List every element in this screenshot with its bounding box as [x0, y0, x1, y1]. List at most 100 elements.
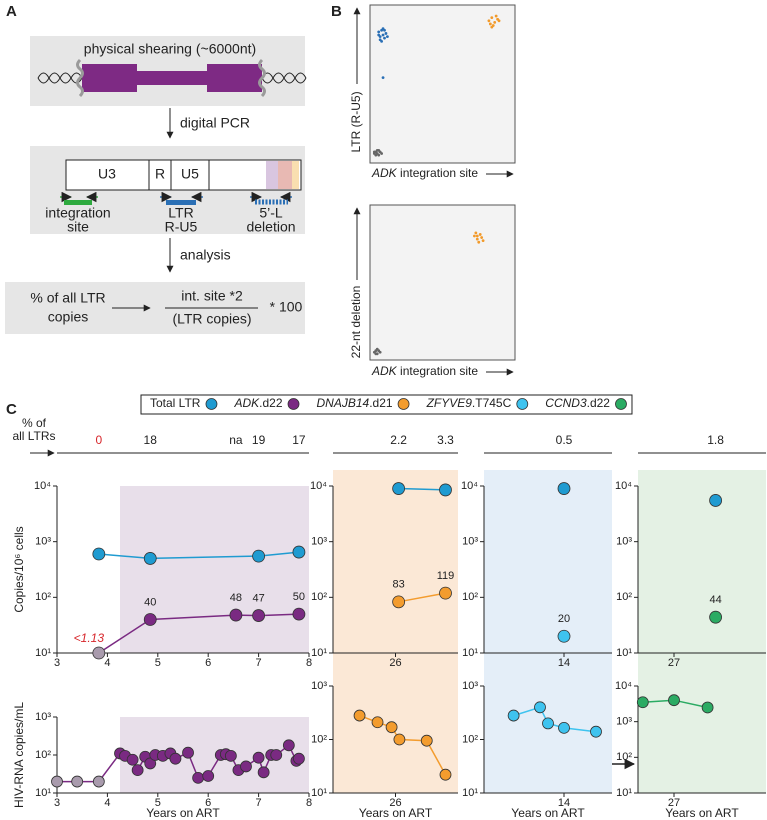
result-text: % of all LTR	[30, 290, 105, 306]
data-point	[701, 701, 714, 714]
data-point	[558, 721, 570, 734]
data-label: 119	[437, 570, 455, 582]
data-point	[131, 764, 144, 777]
droplet	[497, 19, 501, 23]
data-point	[542, 717, 554, 730]
x-tick-label: 3	[54, 797, 60, 809]
data-label: 48	[230, 592, 242, 604]
data-point	[92, 646, 106, 660]
droplet	[378, 350, 382, 354]
y-tick-label: 10⁴	[461, 480, 478, 492]
data-point	[420, 734, 433, 747]
step-text: analysis	[180, 247, 231, 263]
droplet	[490, 16, 494, 20]
primer-label: site	[67, 219, 89, 235]
legend-label: ADK.d22	[233, 396, 282, 410]
primer-label: R-U5	[165, 219, 198, 235]
data-point	[257, 766, 270, 779]
series-line	[398, 592, 446, 603]
y-tick-label: 10⁴	[615, 480, 632, 492]
segment: U3	[98, 166, 116, 182]
x-tick-label: 6	[205, 797, 211, 809]
shaded-region	[638, 470, 766, 675]
y-tick-label: 10¹	[616, 647, 632, 659]
y-axis-label: HIV-RNA copies/mL	[12, 702, 26, 808]
data-point	[439, 586, 452, 600]
panel-b: B LTR (R-U5) 22-nt deletion ADK integrat…	[331, 3, 516, 378]
panel-a: A physical shearing (~6000nt) digital PC…	[5, 3, 307, 334]
result-text: copies	[48, 309, 88, 325]
panel-label: C	[6, 401, 17, 418]
legend-gene: DNAJB14	[317, 396, 370, 410]
droplet	[386, 35, 389, 38]
data-point	[270, 749, 283, 761]
top-axis-label: 19	[252, 433, 266, 447]
primer-label: integration	[45, 205, 110, 221]
data-point	[534, 701, 546, 714]
series-line	[398, 487, 446, 491]
top-axis-label: 0.5	[556, 433, 573, 447]
legend-suffix: .T745C	[472, 396, 512, 410]
data-point	[169, 752, 182, 765]
droplet	[383, 28, 386, 32]
primer-label: deletion	[246, 219, 295, 235]
data-point	[229, 608, 243, 622]
legend-box	[140, 394, 633, 415]
top-axis-label: 18	[144, 433, 158, 447]
data-point	[252, 751, 265, 764]
plot-frame	[369, 4, 516, 164]
data-point	[439, 483, 452, 497]
shaded-region	[638, 670, 766, 793]
data-label: 40	[144, 596, 156, 608]
droplet	[490, 25, 494, 29]
x-tick-label: 7	[256, 657, 262, 669]
x-axis-label: Years on ART	[359, 806, 433, 820]
x-tick-label: 5	[155, 657, 161, 669]
data-label: 20	[558, 613, 570, 625]
step-text: physical shearing (~6000nt)	[84, 41, 256, 57]
legend-suffix: .d22	[587, 396, 611, 410]
data-point	[51, 775, 63, 788]
data-point	[92, 547, 106, 561]
data-point	[709, 494, 722, 507]
shaded-region	[333, 470, 458, 675]
droplet	[375, 148, 379, 152]
stripe	[278, 161, 292, 189]
data-point	[385, 721, 398, 734]
y-tick-label: 10²	[616, 751, 632, 763]
data-point	[202, 770, 215, 782]
data-point	[668, 694, 680, 707]
droplet	[374, 153, 378, 157]
data-point	[292, 545, 306, 559]
legend-suffix: .d22	[259, 396, 283, 410]
x-tick-label: 7	[256, 797, 262, 809]
legend-marker	[615, 398, 627, 410]
primers	[60, 191, 292, 205]
x-tick-label: 4	[104, 797, 110, 809]
y-tick-label: 10²	[462, 733, 478, 745]
data-point	[557, 629, 571, 643]
droplet	[372, 150, 376, 154]
data-label: 50	[293, 591, 305, 603]
droplet	[477, 240, 481, 244]
y-tick-label: 10⁴	[615, 680, 632, 692]
droplet	[475, 237, 479, 241]
x-tick-label: 27	[668, 657, 680, 669]
droplet	[478, 233, 482, 236]
data-point	[371, 716, 384, 729]
x-axis-label: Years on ART	[146, 806, 220, 820]
y-tick-label: 10³	[462, 680, 478, 692]
legend-label: ZFYVE9.T745C	[426, 396, 512, 410]
droplet	[488, 22, 492, 26]
droplet	[377, 33, 381, 37]
data-point	[392, 595, 406, 609]
legend-label: DNAJB14.d21	[317, 396, 393, 410]
label-text: integration site	[397, 166, 479, 180]
droplet	[377, 153, 381, 157]
gene: ADK	[371, 166, 398, 180]
data-point	[92, 775, 105, 788]
legend-marker	[397, 398, 410, 410]
shaded-region	[484, 470, 612, 675]
data-point	[507, 709, 520, 722]
